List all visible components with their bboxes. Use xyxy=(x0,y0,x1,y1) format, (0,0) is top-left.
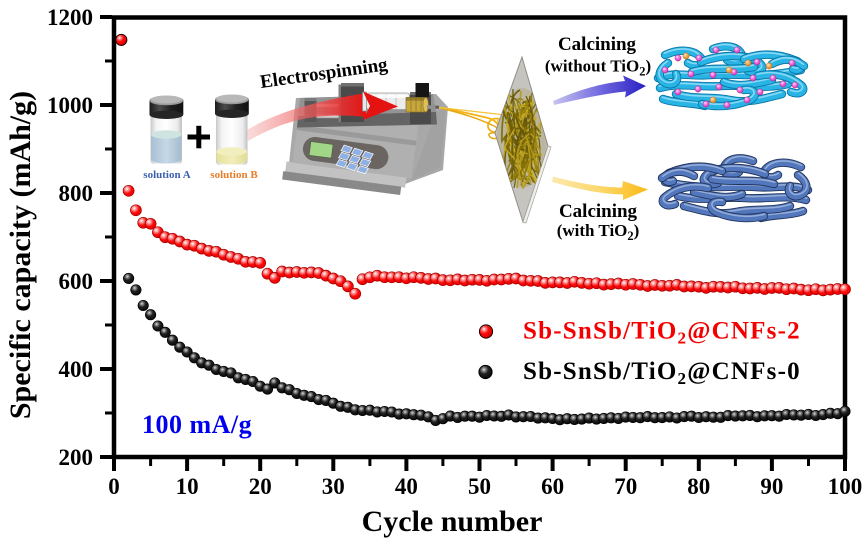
svg-text:solution B: solution B xyxy=(210,169,258,181)
svg-text:1000: 1000 xyxy=(47,93,93,118)
svg-text:600: 600 xyxy=(59,269,94,294)
svg-text:20: 20 xyxy=(249,474,272,499)
svg-text:400: 400 xyxy=(59,357,94,382)
svg-text:800: 800 xyxy=(59,181,94,206)
svg-text:Specific capacity (mAh/g): Specific capacity (mAh/g) xyxy=(4,91,37,419)
svg-text:solution A: solution A xyxy=(143,169,190,181)
svg-text:60: 60 xyxy=(541,474,564,499)
svg-text:1200: 1200 xyxy=(47,5,93,30)
svg-text:100 mA/g: 100 mA/g xyxy=(142,410,252,439)
svg-text:Calcining: Calcining xyxy=(559,201,638,222)
svg-text:(with TiO2): (with TiO2) xyxy=(557,221,640,243)
svg-text:Calcining: Calcining xyxy=(558,34,637,55)
svg-text:50: 50 xyxy=(468,474,491,499)
svg-text:Cycle number: Cycle number xyxy=(362,505,543,538)
svg-text:200: 200 xyxy=(59,445,94,470)
svg-text:0: 0 xyxy=(108,474,120,499)
svg-text:10: 10 xyxy=(176,474,199,499)
svg-text:70: 70 xyxy=(614,474,637,499)
svg-text:100: 100 xyxy=(828,474,863,499)
svg-text:30: 30 xyxy=(322,474,345,499)
svg-text:Sb-SnSb/TiO2@CNFs-0: Sb-SnSb/TiO2@CNFs-0 xyxy=(523,358,801,388)
svg-text:Sb-SnSb/TiO2@CNFs-2: Sb-SnSb/TiO2@CNFs-2 xyxy=(523,318,801,348)
svg-text:40: 40 xyxy=(395,474,418,499)
svg-text:90: 90 xyxy=(760,474,783,499)
svg-text:(without TiO2): (without TiO2) xyxy=(545,57,651,79)
svg-text:80: 80 xyxy=(687,474,710,499)
